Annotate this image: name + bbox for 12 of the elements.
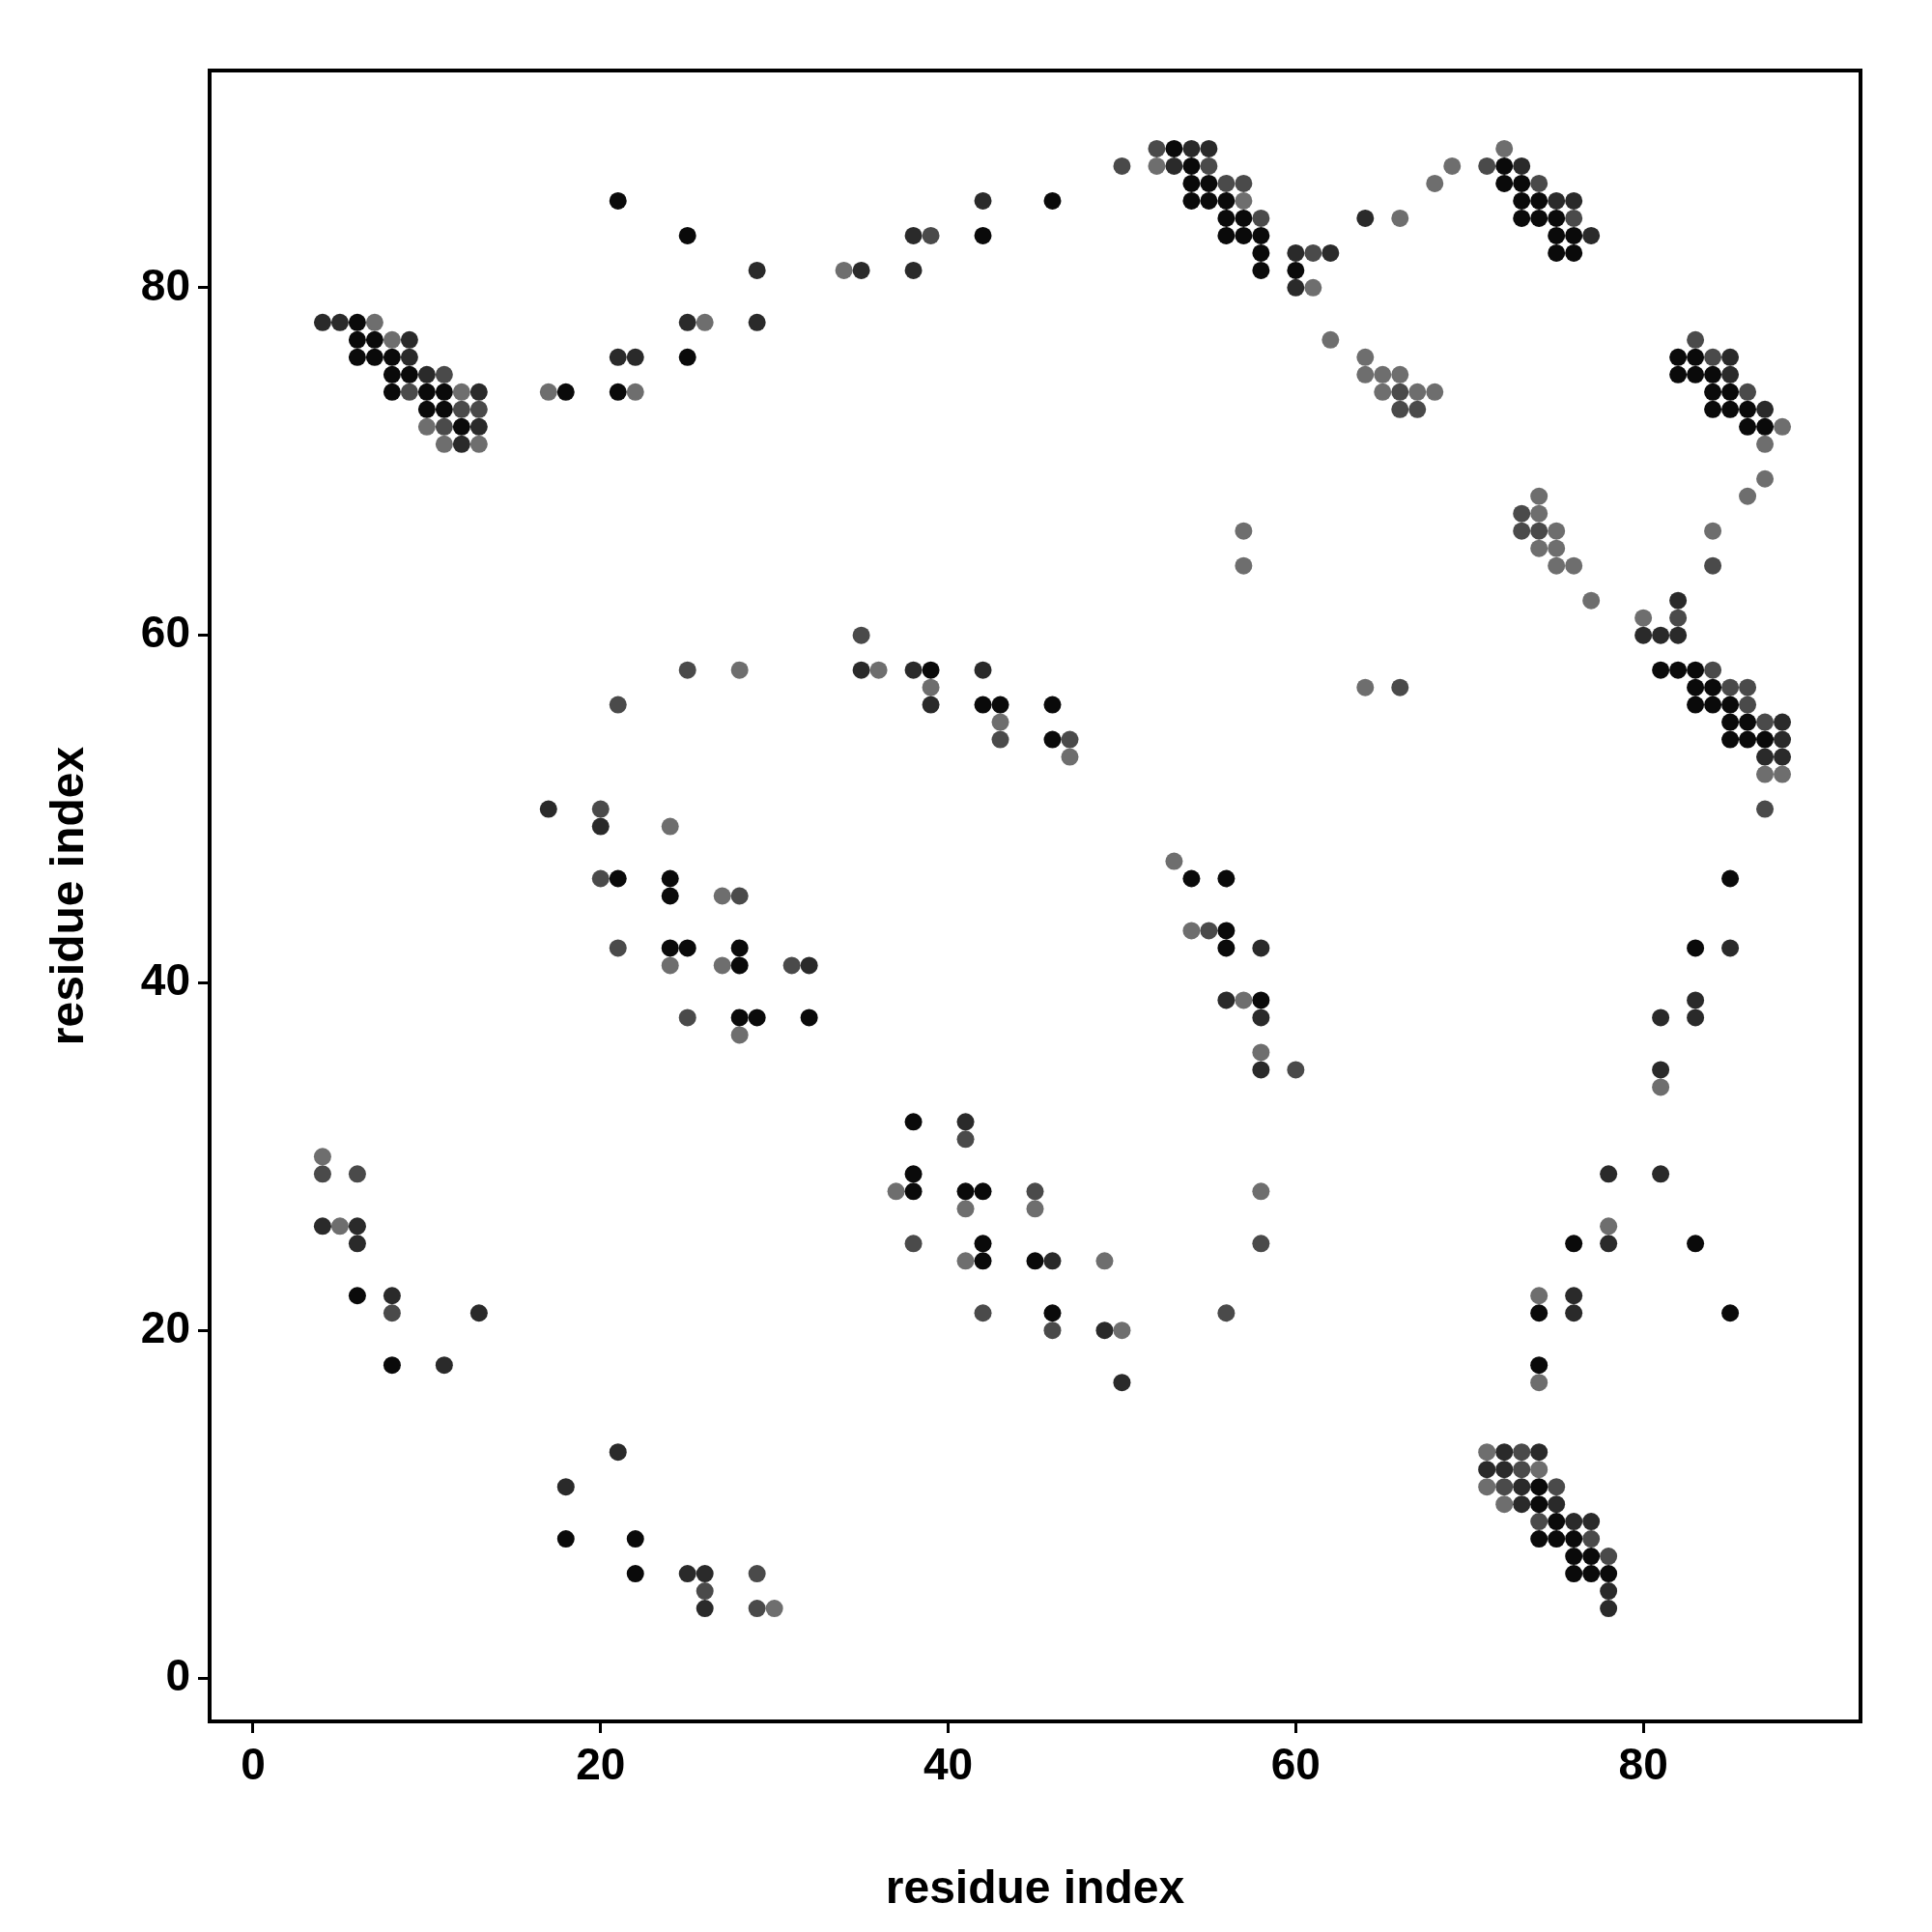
y-tick-label: 60 [140, 607, 190, 658]
x-tick-label: 40 [923, 1739, 974, 1790]
x-tick-label: 60 [1270, 1739, 1321, 1790]
x-tick-label: 20 [576, 1739, 626, 1790]
y-tick-label: 20 [140, 1301, 190, 1352]
y-tick-label: 0 [165, 1649, 190, 1700]
x-tick-label: 0 [241, 1739, 266, 1790]
y-tick-label: 40 [140, 954, 190, 1006]
x-tick-label: 80 [1618, 1739, 1668, 1790]
y-axis-title: residue index [42, 746, 94, 1046]
x-axis-title: residue index [885, 1861, 1185, 1914]
y-tick-label: 80 [140, 259, 190, 310]
